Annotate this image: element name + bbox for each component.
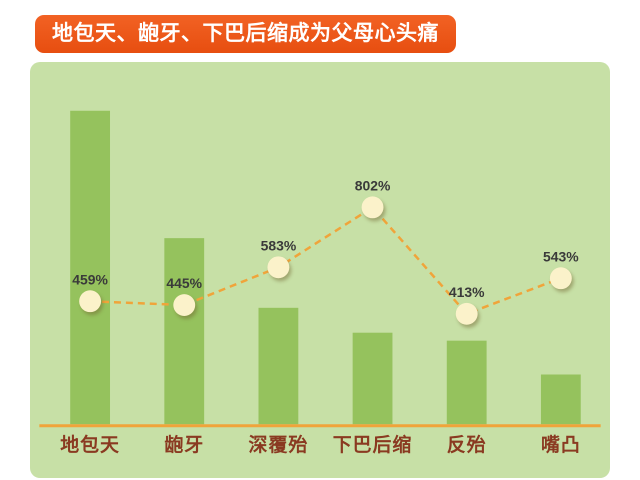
percent-label: 543% bbox=[543, 248, 579, 264]
data-point-marker bbox=[79, 290, 102, 313]
percent-label: 802% bbox=[355, 177, 391, 193]
percent-label: 445% bbox=[166, 275, 202, 291]
trend-line bbox=[90, 205, 562, 316]
data-point-marker bbox=[549, 267, 572, 290]
percent-label: 413% bbox=[449, 284, 485, 300]
bar bbox=[352, 332, 393, 425]
bar bbox=[164, 238, 205, 425]
data-point-marker bbox=[361, 196, 384, 219]
bar bbox=[540, 374, 581, 425]
data-point-marker bbox=[455, 302, 478, 325]
x-axis-label: 深覆殆 bbox=[249, 433, 309, 456]
chart-svg: 地包天 龅牙 深覆殆 下巴后缩 反殆 嘴凸 459% 445% 583% 802% 413% 543% bbox=[39, 110, 601, 456]
x-axis-label: 龅牙 bbox=[164, 434, 204, 456]
bar bbox=[446, 340, 487, 425]
x-axis-label: 地包天 bbox=[60, 433, 120, 456]
chart-title-badge: 地包天、龅牙、下巴后缩成为父母心头痛 bbox=[35, 15, 456, 53]
x-axis-label: 反殆 bbox=[447, 433, 487, 456]
percent-label: 583% bbox=[261, 237, 297, 253]
percent-label: 459% bbox=[72, 271, 108, 287]
chart-panel: 地包天 龅牙 深覆殆 下巴后缩 反殆 嘴凸 459% 445% 583% 802% 413% 543% bbox=[30, 62, 610, 478]
x-axis-label: 下巴后缩 bbox=[333, 433, 413, 456]
bar bbox=[258, 307, 299, 425]
chart-title: 地包天、龅牙、下巴后缩成为父母心头痛 bbox=[52, 22, 439, 45]
data-point-marker bbox=[173, 294, 196, 317]
bar bbox=[70, 110, 111, 425]
data-point-marker bbox=[267, 256, 290, 279]
x-axis-label: 嘴凸 bbox=[541, 434, 581, 456]
